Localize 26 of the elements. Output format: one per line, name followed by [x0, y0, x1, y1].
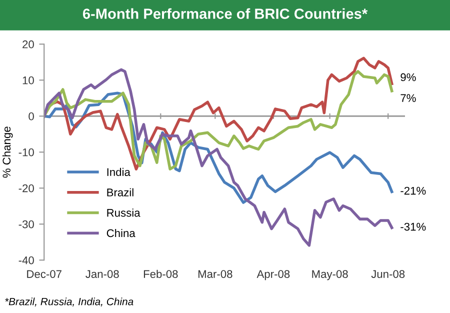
y-tick-label: 0: [28, 112, 34, 120]
legend-label: India: [107, 168, 130, 176]
legend-label: China: [106, 228, 136, 238]
line-series: [44, 68, 394, 247]
y-tick-label: 10: [22, 76, 34, 84]
y-tick-label: -10: [18, 148, 34, 156]
x-tick-label: Apr-08: [256, 270, 290, 280]
annotation: 9%: [400, 73, 416, 82]
legend-label: Brazil: [107, 188, 134, 196]
y-tick-label: -20: [18, 184, 34, 192]
x-tick-label: May-08: [312, 270, 348, 280]
annotation: 7%: [400, 94, 416, 102]
text: *Brazil, Russia, India, China: [5, 298, 134, 307]
x-tick-label: Mar-08: [198, 270, 232, 278]
y-tick-label: -30: [18, 220, 34, 228]
x-tick-label: Feb-08: [144, 270, 178, 278]
annotation: -21%: [400, 186, 426, 195]
x-tick-label: Jan-08: [86, 270, 119, 278]
chart-title: 6-Month Performance of BRIC Countries*: [82, 8, 368, 19]
x-tick-label: Jun-08: [371, 270, 405, 278]
x-tick-label: Dec-07: [27, 270, 62, 278]
annotation: -31%: [400, 222, 426, 231]
y-tick-label: 20: [22, 40, 34, 48]
y-tick-label: -40: [18, 256, 34, 264]
y-axis-title: % Change: [2, 126, 13, 178]
legend-label: Russia: [107, 208, 140, 217]
